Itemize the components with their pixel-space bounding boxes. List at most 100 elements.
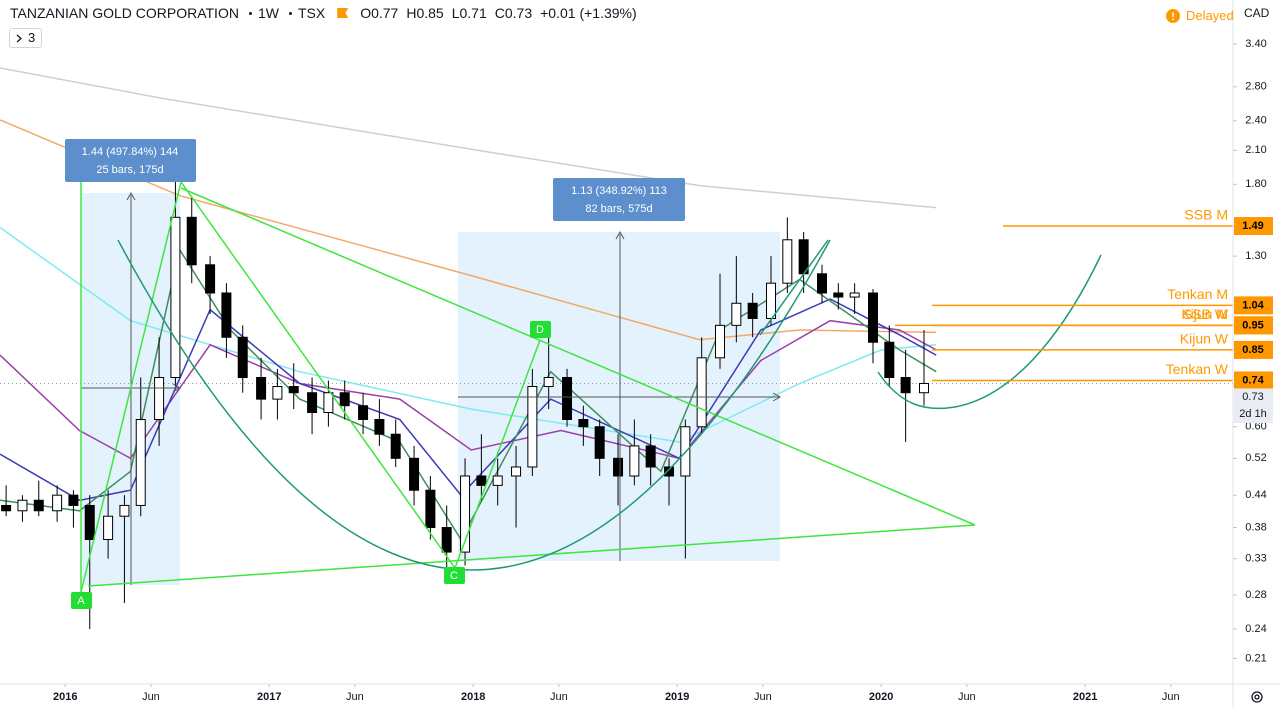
candle-body [170,216,181,379]
candle-body [715,324,726,359]
currency: CAD [1244,6,1270,20]
level-price: 0.85 [1242,344,1263,356]
candle-body [84,504,95,540]
separator [288,11,292,15]
x-tick-label: 2019 [665,691,689,703]
candle-body [339,392,350,407]
pattern-point-box [444,567,465,584]
arrow-head [615,230,625,240]
candle-body [390,433,401,459]
y-tick-label: 2.40 [1245,115,1266,127]
candle-body [441,527,452,553]
pattern-point-label: A [77,595,85,607]
low-label: L [451,5,460,21]
delayed-badge[interactable]: Delayed [1166,8,1234,23]
separator [248,11,252,15]
candle-body [817,273,827,294]
candle-body [492,475,503,486]
candle-body [288,386,299,394]
level-label: Tenkan W [1166,361,1229,377]
high-label: H [406,5,417,21]
candle-body [918,382,929,394]
level-price-box [1234,371,1273,390]
close-value: 0.73 [504,5,533,21]
interval[interactable]: 1W [257,5,279,21]
last-price: 0.73 [1242,391,1263,403]
x-tick-label: Jun [346,691,364,703]
measurement-box [553,178,685,221]
level-price-box [1234,217,1273,236]
y-tick-label: 1.30 [1245,250,1266,262]
level-price-box [1234,340,1273,359]
countdown-box [1234,404,1273,423]
arrow-head [172,383,182,393]
candle-body [613,457,624,477]
measurement-subtext: 82 bars, 575d [585,203,652,215]
level-label: SSB W [1183,306,1229,322]
x-tick-label: 2021 [1073,691,1097,703]
candle-body [543,377,554,388]
candle-body [747,302,758,319]
candle-body [527,386,538,468]
low-value: 0.71 [459,5,487,21]
level-price: 1.49 [1242,220,1263,232]
candle-body [578,419,589,428]
candle-body [135,419,146,506]
candle-body [766,282,777,319]
pattern-line [80,181,182,593]
indicators-toggle[interactable]: 3 [9,28,42,48]
exchange: TSX [297,5,326,21]
cup-arc [877,254,1102,410]
candle-body [562,377,573,421]
pattern-point-label: D [536,324,544,336]
pattern-point-box [530,321,551,338]
candle-body [256,377,267,400]
x-tick-label: Jun [958,691,976,703]
level-label: Tenkan M [1167,286,1228,302]
measurement-subtext: 25 bars, 175d [96,164,163,176]
measurement-box [65,139,196,182]
candle-body [900,377,911,394]
candle-body [594,426,605,459]
y-tick-label: 0.52 [1245,452,1266,464]
measurement-text: 1.13 (348.92%) 113 [571,185,667,197]
candle-body [68,494,79,506]
triangle-line [180,187,976,526]
y-tick-label: 0.60 [1245,421,1266,433]
candle-body [154,377,165,421]
candle-body [645,445,656,468]
candle-body [782,239,793,284]
pattern-point-box [71,592,92,609]
candle-body [1,504,12,512]
y-tick-label: 2.80 [1245,81,1266,93]
level-price-box [1234,296,1273,315]
y-tick-label: 0.38 [1245,521,1266,533]
candle-body [17,499,28,512]
x-tick-label: Jun [550,691,568,703]
drawings [80,155,1102,593]
x-tick-label: 2017 [257,691,281,703]
candle-body [664,466,675,477]
moving-average [0,67,937,209]
close-label: C [494,5,505,21]
measurement-text: 1.44 (497.84%) 144 [82,146,179,158]
moving-average [0,226,937,443]
candle-body [307,392,318,414]
triangle-line [87,524,976,587]
y-tick-label: 3.40 [1245,38,1266,50]
x-tick-label: 2020 [869,691,893,703]
x-tick-label: 2016 [53,691,77,703]
level-label: Kijun W [1180,331,1229,347]
indicator-count: 3 [28,30,36,45]
flag-icon[interactable] [337,8,349,18]
candle-body [272,386,283,400]
high-value: 0.85 [416,5,444,21]
settings-icon[interactable] [1251,691,1263,703]
pattern-point-label: C [450,570,458,582]
candle-body [696,357,707,428]
level-label: SSB M [1184,207,1228,223]
x-tick-label: 2018 [461,691,485,703]
y-tick-label: 0.28 [1245,589,1266,601]
countdown: 2d 1h [1239,408,1267,420]
